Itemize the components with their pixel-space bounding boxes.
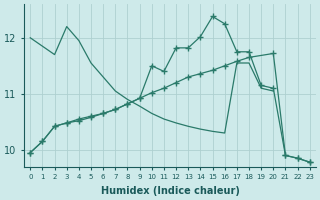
X-axis label: Humidex (Indice chaleur): Humidex (Indice chaleur) bbox=[100, 186, 239, 196]
